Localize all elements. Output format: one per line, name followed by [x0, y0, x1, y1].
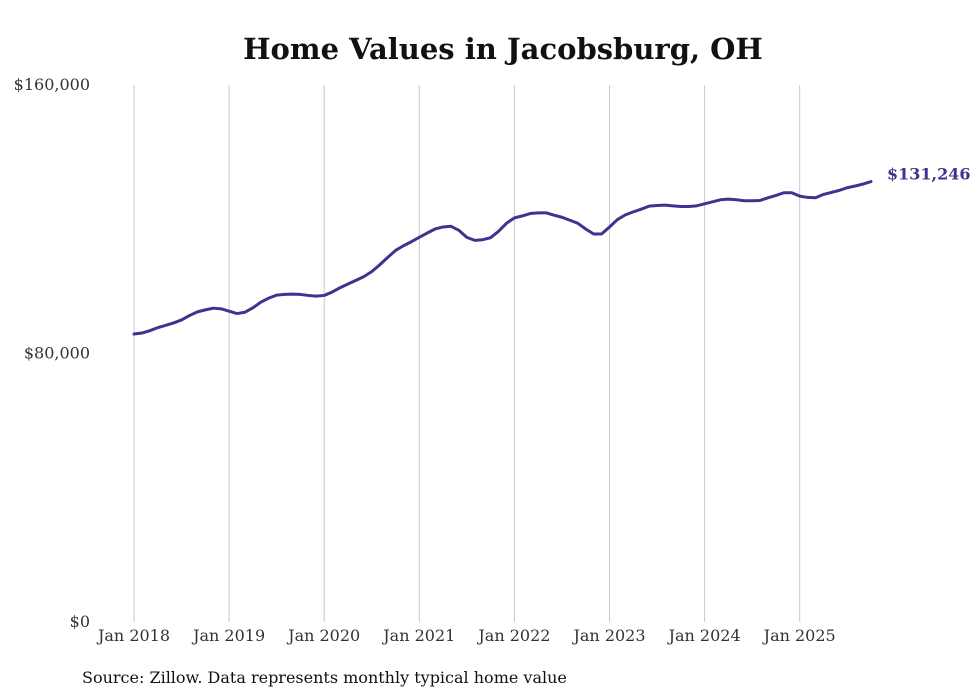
y-axis-ticks: $0 $80,000 $160,000 — [14, 75, 90, 631]
gridlines — [133, 85, 801, 622]
y-tick-label-2: $160,000 — [14, 75, 90, 94]
x-axis-ticks: Jan 2018 Jan 2019 Jan 2020 Jan 2021 Jan 2022… — [96, 626, 836, 645]
x-tick-label-7: Jan 2025 — [762, 626, 836, 645]
y-tick-label-0: $0 — [70, 612, 90, 631]
series-layer: $131,246 — [132, 165, 971, 336]
x-tick-label-2: Jan 2020 — [286, 626, 360, 645]
x-tick-label-5: Jan 2023 — [571, 626, 645, 645]
x-tick-label-4: Jan 2022 — [476, 626, 550, 645]
y-tick-label-1: $80,000 — [24, 344, 90, 363]
chart-title: Home Values in Jacobsburg, OH — [243, 32, 763, 66]
x-tick-label-0: Jan 2018 — [96, 626, 170, 645]
end-value-label: $131,246 — [887, 165, 971, 184]
x-tick-label-6: Jan 2024 — [667, 626, 741, 645]
source-note: Source: Zillow. Data represents monthly … — [82, 668, 567, 687]
x-tick-label-3: Jan 2021 — [381, 626, 455, 645]
x-tick-label-1: Jan 2019 — [191, 626, 265, 645]
series-line — [132, 180, 873, 336]
